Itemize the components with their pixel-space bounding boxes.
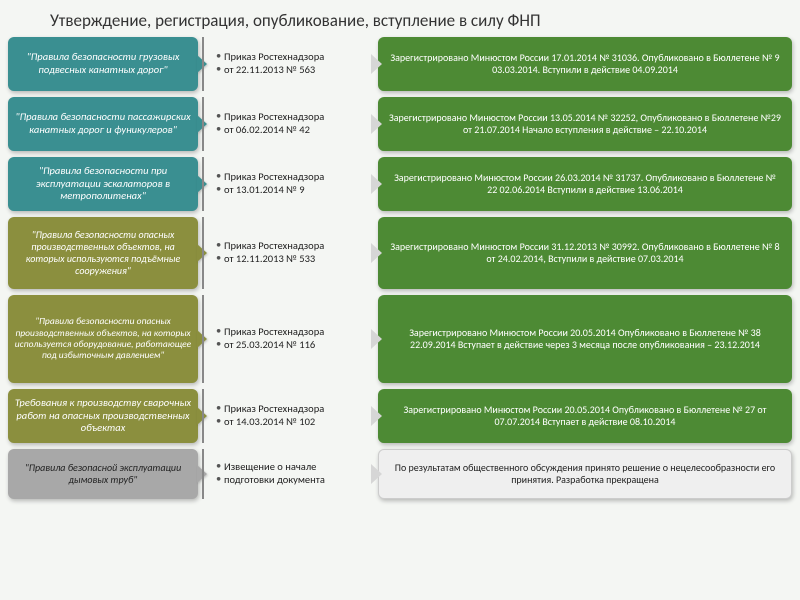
registration-text: Зарегистрировано Минюстом России 31.12.2… — [388, 241, 782, 266]
registration-text: Зарегистрировано Минюстом России 13.05.2… — [388, 112, 782, 137]
registration-text: Зарегистрировано Минюстом России 20.05.2… — [388, 327, 782, 352]
order-line-2: от 14.03.2014 № 102 — [216, 416, 364, 429]
rule-title-text: "Правила безопасности грузовых подвесных… — [14, 51, 192, 76]
rule-title-text: "Правила безопасности опасных производст… — [14, 316, 192, 362]
registration-text: Зарегистрировано Минюстом России 20.05.2… — [388, 404, 782, 429]
rule-title-box: "Правила безопасности грузовых подвесных… — [8, 37, 198, 91]
rule-title-text: "Правила безопасности пассажирских канат… — [14, 111, 192, 136]
registration-box: Зарегистрировано Минюстом России 26.03.2… — [378, 157, 792, 211]
registration-box: Зарегистрировано Минюстом России 17.01.2… — [378, 37, 792, 91]
registration-box: Зарегистрировано Минюстом России 13.05.2… — [378, 97, 792, 151]
row-0: "Правила безопасности грузовых подвесных… — [8, 37, 792, 91]
order-line-2: от 25.03.2014 № 116 — [216, 339, 364, 352]
rule-title-text: "Правила безопасной эксплуатации дымовых… — [14, 462, 192, 486]
rule-title-box: "Правила безопасной эксплуатации дымовых… — [8, 449, 198, 499]
rule-title-box: "Правила безопасности опасных производст… — [8, 217, 198, 289]
rule-title-box: "Правила безопасности пассажирских канат… — [8, 97, 198, 151]
order-line-2: от 06.02.2014 № 42 — [216, 124, 364, 137]
registration-text: Зарегистрировано Минюстом России 26.03.2… — [388, 172, 782, 197]
order-line-2: от 22.11.2013 № 563 — [216, 64, 364, 77]
row-3: "Правила безопасности опасных производст… — [8, 217, 792, 289]
registration-text: По результатам общественного обсуждения … — [389, 462, 781, 487]
registration-box: Зарегистрировано Минюстом России 31.12.2… — [378, 217, 792, 289]
registration-box: По результатам общественного обсуждения … — [378, 449, 792, 499]
order-box: Приказ Ростехнадзораот 14.03.2014 № 102 — [202, 389, 372, 443]
rule-title-text: Требования к производству сварочных рабо… — [14, 397, 192, 435]
order-box: Приказ Ростехнадзораот 06.02.2014 № 42 — [202, 97, 372, 151]
rule-title-box: "Правила безопасности при эксплуатации э… — [8, 157, 198, 211]
order-box: Приказ Ростехнадзораот 12.11.2013 № 533 — [202, 217, 372, 289]
row-2: "Правила безопасности при эксплуатации э… — [8, 157, 792, 211]
page-title: Утверждение, регистрация, опубликование,… — [0, 0, 800, 37]
order-box: Приказ Ростехнадзораот 25.03.2014 № 116 — [202, 295, 372, 383]
rows-container: "Правила безопасности грузовых подвесных… — [0, 37, 800, 499]
rule-title-text: "Правила безопасности при эксплуатации э… — [14, 165, 192, 203]
rule-title-box: Требования к производству сварочных рабо… — [8, 389, 198, 443]
row-4: "Правила безопасности опасных производст… — [8, 295, 792, 383]
row-6: "Правила безопасной эксплуатации дымовых… — [8, 449, 792, 499]
order-box: Приказ Ростехнадзораот 22.11.2013 № 563 — [202, 37, 372, 91]
registration-box: Зарегистрировано Минюстом России 20.05.2… — [378, 389, 792, 443]
order-line-2: от 13.01.2014 № 9 — [216, 184, 364, 197]
rule-title-text: "Правила безопасности опасных производст… — [14, 229, 192, 277]
order-box: Извещение о началеподготовки документа — [202, 449, 372, 499]
order-line-2: подготовки документа — [216, 474, 364, 487]
registration-box: Зарегистрировано Минюстом России 20.05.2… — [378, 295, 792, 383]
order-line-2: от 12.11.2013 № 533 — [216, 253, 364, 266]
order-box: Приказ Ростехнадзораот 13.01.2014 № 9 — [202, 157, 372, 211]
row-1: "Правила безопасности пассажирских канат… — [8, 97, 792, 151]
registration-text: Зарегистрировано Минюстом России 17.01.2… — [388, 52, 782, 77]
row-5: Требования к производству сварочных рабо… — [8, 389, 792, 443]
rule-title-box: "Правила безопасности опасных производст… — [8, 295, 198, 383]
